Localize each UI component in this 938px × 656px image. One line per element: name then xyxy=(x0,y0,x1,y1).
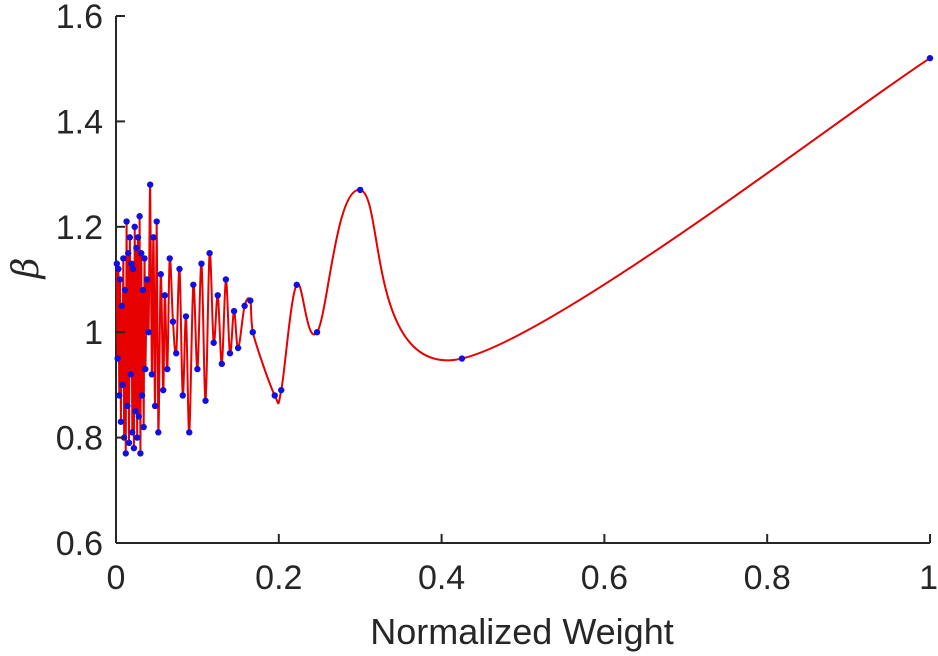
data-point xyxy=(137,450,144,457)
data-point xyxy=(125,249,132,257)
data-point xyxy=(278,386,285,394)
x-axis-label: Normalized Weight xyxy=(370,611,673,652)
data-point xyxy=(161,292,169,299)
y-tick-label: 0.6 xyxy=(56,525,103,563)
y-axis-ticks: 0.6 0.8 1 1.2 1.4 1.6 xyxy=(56,0,125,563)
data-point xyxy=(138,392,146,399)
data-point xyxy=(122,450,129,457)
data-point xyxy=(134,234,142,241)
y-axis-label: β xyxy=(6,258,47,281)
data-point xyxy=(313,329,321,336)
data-point xyxy=(139,286,147,294)
data-point xyxy=(293,281,300,288)
series-line-group xyxy=(115,57,931,455)
data-point xyxy=(210,339,217,346)
x-axis-ticks: 0 0.2 0.4 0.6 0.8 1 xyxy=(107,534,938,597)
data-markers xyxy=(113,54,934,457)
data-point xyxy=(214,292,221,299)
data-point xyxy=(194,365,201,373)
data-point xyxy=(114,355,121,362)
data-point xyxy=(145,329,152,336)
data-point xyxy=(148,371,156,378)
data-point xyxy=(151,402,159,410)
data-point xyxy=(186,429,193,436)
data-point xyxy=(182,313,190,320)
data-point xyxy=(119,381,126,389)
data-point xyxy=(128,260,135,267)
data-point xyxy=(198,260,205,267)
data-point xyxy=(157,271,164,278)
data-point xyxy=(130,444,138,452)
data-point xyxy=(140,423,147,431)
data-point xyxy=(218,360,226,368)
y-tick-label: 1 xyxy=(84,314,103,352)
data-point xyxy=(118,302,125,310)
data-point xyxy=(133,434,141,441)
data-point xyxy=(249,329,256,336)
data-point xyxy=(926,54,934,62)
data-point xyxy=(126,234,134,241)
x-tick-label: 0 xyxy=(107,559,126,597)
data-point xyxy=(115,265,122,273)
data-point xyxy=(132,408,139,415)
data-point xyxy=(271,392,278,399)
x-tick-label: 0.2 xyxy=(255,559,302,597)
data-point xyxy=(176,265,183,273)
series-line xyxy=(115,57,931,455)
y-tick-label: 1.6 xyxy=(56,0,103,36)
data-point xyxy=(222,276,230,283)
x-tick-label: 0.8 xyxy=(744,559,791,597)
data-point xyxy=(247,297,254,304)
data-point xyxy=(138,249,145,257)
data-point xyxy=(143,276,151,283)
data-point xyxy=(113,260,121,267)
data-point xyxy=(153,218,160,225)
data-point xyxy=(226,350,234,357)
data-point xyxy=(116,392,123,399)
data-point xyxy=(135,413,142,420)
y-tick-label: 0.8 xyxy=(56,420,103,458)
y-tick-label: 1.4 xyxy=(56,103,103,141)
data-point xyxy=(357,186,364,194)
x-tick-label: 1 xyxy=(919,559,938,597)
data-point xyxy=(133,244,140,252)
data-point xyxy=(117,418,125,425)
x-tick-label: 0.4 xyxy=(418,559,465,597)
x-tick-label: 0.6 xyxy=(581,559,628,597)
data-point xyxy=(458,355,466,362)
data-point xyxy=(131,223,138,230)
data-point xyxy=(120,255,127,262)
data-point xyxy=(173,350,180,357)
data-point xyxy=(129,429,136,436)
data-point xyxy=(136,213,143,220)
axes xyxy=(115,16,930,544)
data-point xyxy=(116,276,124,283)
data-point xyxy=(234,344,242,352)
data-point xyxy=(125,439,133,447)
data-point xyxy=(241,302,248,310)
data-point xyxy=(155,429,162,436)
data-point xyxy=(127,371,134,378)
data-point xyxy=(179,392,186,399)
data-point xyxy=(164,365,171,373)
data-point xyxy=(146,181,154,188)
data-point xyxy=(123,218,130,225)
data-point xyxy=(160,386,167,394)
data-point xyxy=(142,365,149,373)
data-point xyxy=(166,255,173,262)
data-point xyxy=(190,281,197,288)
y-tick-label: 1.2 xyxy=(56,209,103,247)
data-point xyxy=(206,249,213,257)
data-point xyxy=(230,307,238,315)
data-point xyxy=(169,318,177,325)
data-point xyxy=(121,286,129,294)
data-point xyxy=(129,265,137,273)
data-point xyxy=(124,402,131,410)
data-point xyxy=(202,397,209,404)
data-point xyxy=(141,255,148,262)
data-point xyxy=(150,234,157,241)
